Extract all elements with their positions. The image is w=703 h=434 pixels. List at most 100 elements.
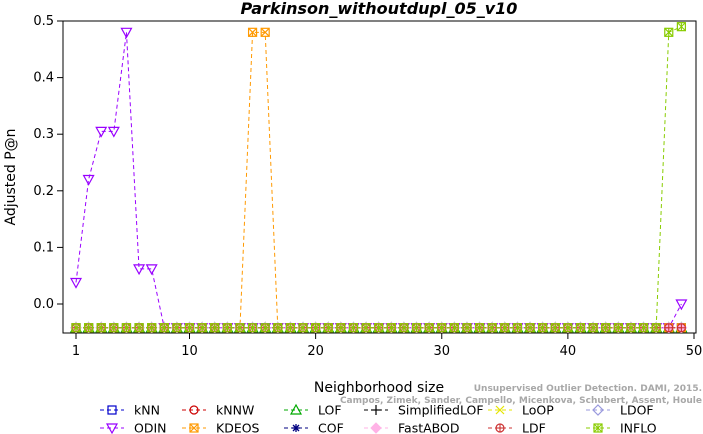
data-point [197, 323, 207, 333]
legend-item-loop: LoOP [488, 403, 554, 418]
legend-marker [105, 423, 119, 434]
chart-title: Parkinson_withoutdupl_05_v10 [241, 0, 518, 18]
data-point [361, 323, 371, 333]
y-tick-label: 0.1 [33, 240, 54, 255]
data-point [235, 323, 245, 333]
data-point [374, 323, 384, 333]
data-point [462, 323, 472, 333]
data-point [247, 27, 258, 37]
x-tick-label: 50 [686, 344, 703, 359]
legend-item-simplifiedlof: SimplifiedLOF [364, 403, 484, 418]
legend-label: LOF [318, 403, 342, 418]
legend-label: INFLO [620, 421, 657, 434]
series-line [76, 26, 682, 329]
x-tick-label: 10 [181, 344, 198, 359]
data-point [664, 323, 674, 333]
data-point [222, 323, 232, 333]
data-point [247, 323, 258, 333]
data-point [71, 323, 81, 333]
legend-item-ldf: LDF [488, 421, 546, 434]
y-tick-label: 0.2 [33, 184, 54, 199]
legend-label: kNNW [216, 403, 254, 418]
data-point [172, 323, 182, 333]
legend-marker [370, 422, 382, 434]
plot-frame [62, 20, 697, 334]
data-point [386, 323, 396, 333]
y-tick-label: 0.0 [33, 297, 54, 312]
x-tick-label: 30 [433, 344, 450, 359]
data-point [437, 323, 447, 333]
series-inflo [71, 22, 686, 333]
legend-marker [592, 404, 604, 416]
data-point [121, 323, 132, 333]
y-axis-label: Adjusted P@n [3, 128, 19, 225]
data-point [84, 323, 94, 333]
data-point [500, 323, 510, 333]
legend-item-kdeos: KDEOS [182, 421, 260, 434]
data-point [538, 323, 548, 333]
y-axis: 0.0 0.1 0.2 0.3 0.4 0.5 [33, 14, 63, 312]
legend-label: kNN [134, 403, 160, 418]
legend-label: KDEOS [216, 421, 260, 434]
data-point [120, 27, 133, 39]
series-odin [69, 27, 688, 333]
legend-marker [593, 423, 603, 433]
y-tick-label: 0.5 [33, 14, 54, 29]
legend-label: SimplifiedLOF [398, 403, 484, 418]
x-tick-label: 20 [307, 344, 324, 359]
legend-item-knn: kNN [100, 403, 160, 418]
series-kdeos [71, 27, 686, 333]
data-point [474, 323, 485, 333]
data-point [575, 323, 586, 333]
data-point [449, 323, 459, 333]
data-point [298, 323, 308, 333]
data-point [348, 323, 359, 333]
data-point [134, 323, 144, 333]
data-point [676, 22, 686, 32]
legend-marker [107, 405, 117, 415]
citation-line-1: Unsupervised Outlier Detection. DAMI, 20… [474, 384, 702, 394]
data-point [588, 323, 598, 333]
data-point [512, 323, 523, 333]
series-line [75, 32, 682, 329]
data-point [525, 323, 535, 333]
legend-marker [189, 405, 199, 415]
data-point [675, 299, 688, 311]
legend-marker [495, 423, 505, 433]
legend-item-inflo: INFLO [586, 421, 657, 434]
data-point [147, 323, 157, 333]
data-point [159, 323, 169, 333]
legend-item-ldof: LDOF [586, 403, 654, 418]
data-point [550, 323, 560, 333]
x-tick-label: 40 [560, 344, 577, 359]
legend-item-cof: COF [284, 421, 344, 434]
data-point [260, 323, 270, 333]
legend-marker [292, 424, 300, 432]
data-point [626, 323, 636, 333]
legend-item-knnw: kNNW [182, 403, 254, 418]
legend-label: FastABOD [398, 421, 460, 434]
data-point [260, 27, 270, 37]
data-point [95, 126, 108, 138]
data-point [107, 126, 120, 138]
data-point [311, 323, 321, 333]
legend-item-fastabod: FastABOD [364, 421, 460, 434]
legend-label: LDOF [620, 403, 654, 418]
data-point [184, 323, 195, 333]
legend-marker [371, 405, 381, 415]
x-tick-label: 1 [72, 344, 80, 359]
legend-marker [189, 423, 199, 433]
data-point [676, 323, 686, 333]
series-line [76, 31, 682, 329]
legend-marker [495, 405, 505, 415]
legend: kNN kNNW LOF SimplifiedLOF LoOP LDOF ODIN KDEOS… [100, 403, 657, 434]
data-point [563, 323, 573, 333]
data-point [487, 323, 497, 333]
data-point [82, 174, 95, 186]
data-point [273, 323, 283, 333]
legend-label: LoOP [522, 403, 554, 418]
y-tick-label: 0.3 [33, 127, 54, 142]
legend-label: COF [318, 421, 344, 434]
legend-label: ODIN [134, 421, 167, 434]
data-point [664, 27, 674, 37]
